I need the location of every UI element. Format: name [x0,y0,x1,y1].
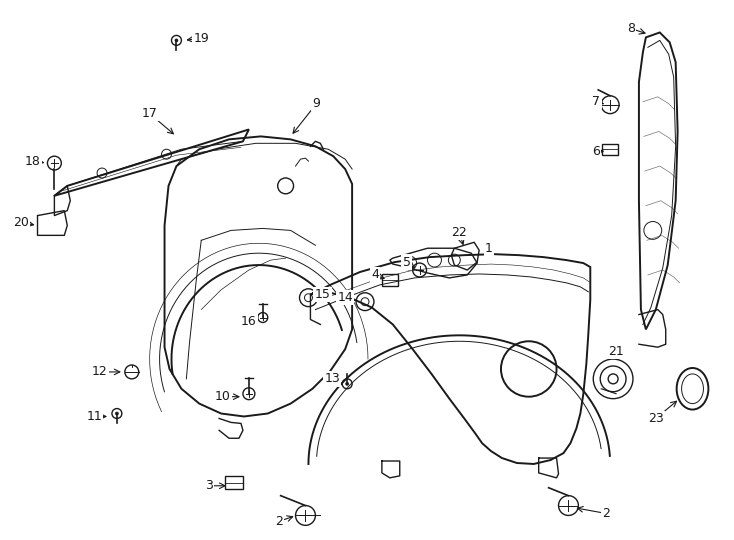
Circle shape [115,412,118,415]
Text: 2: 2 [275,515,283,528]
Text: 13: 13 [324,373,340,386]
Text: 22: 22 [451,226,467,239]
Text: 23: 23 [648,412,664,425]
Text: 14: 14 [338,291,353,304]
Text: 12: 12 [92,366,108,379]
Text: 19: 19 [193,32,209,45]
Text: 20: 20 [12,216,29,229]
Text: 17: 17 [142,107,158,120]
Text: 8: 8 [627,22,635,35]
Text: 5: 5 [403,255,411,268]
Text: 1: 1 [485,242,493,255]
Text: 11: 11 [86,410,102,423]
Text: 18: 18 [25,154,40,167]
Text: 21: 21 [608,345,624,357]
Text: 15: 15 [314,288,330,301]
Text: 7: 7 [592,95,600,108]
Circle shape [175,39,178,42]
Text: 2: 2 [602,507,610,520]
Text: 9: 9 [313,97,320,110]
Text: 16: 16 [241,315,257,328]
Circle shape [346,382,349,386]
Text: 6: 6 [592,145,600,158]
Text: 10: 10 [215,390,231,403]
Text: 3: 3 [206,480,213,492]
Text: 4: 4 [371,268,379,281]
